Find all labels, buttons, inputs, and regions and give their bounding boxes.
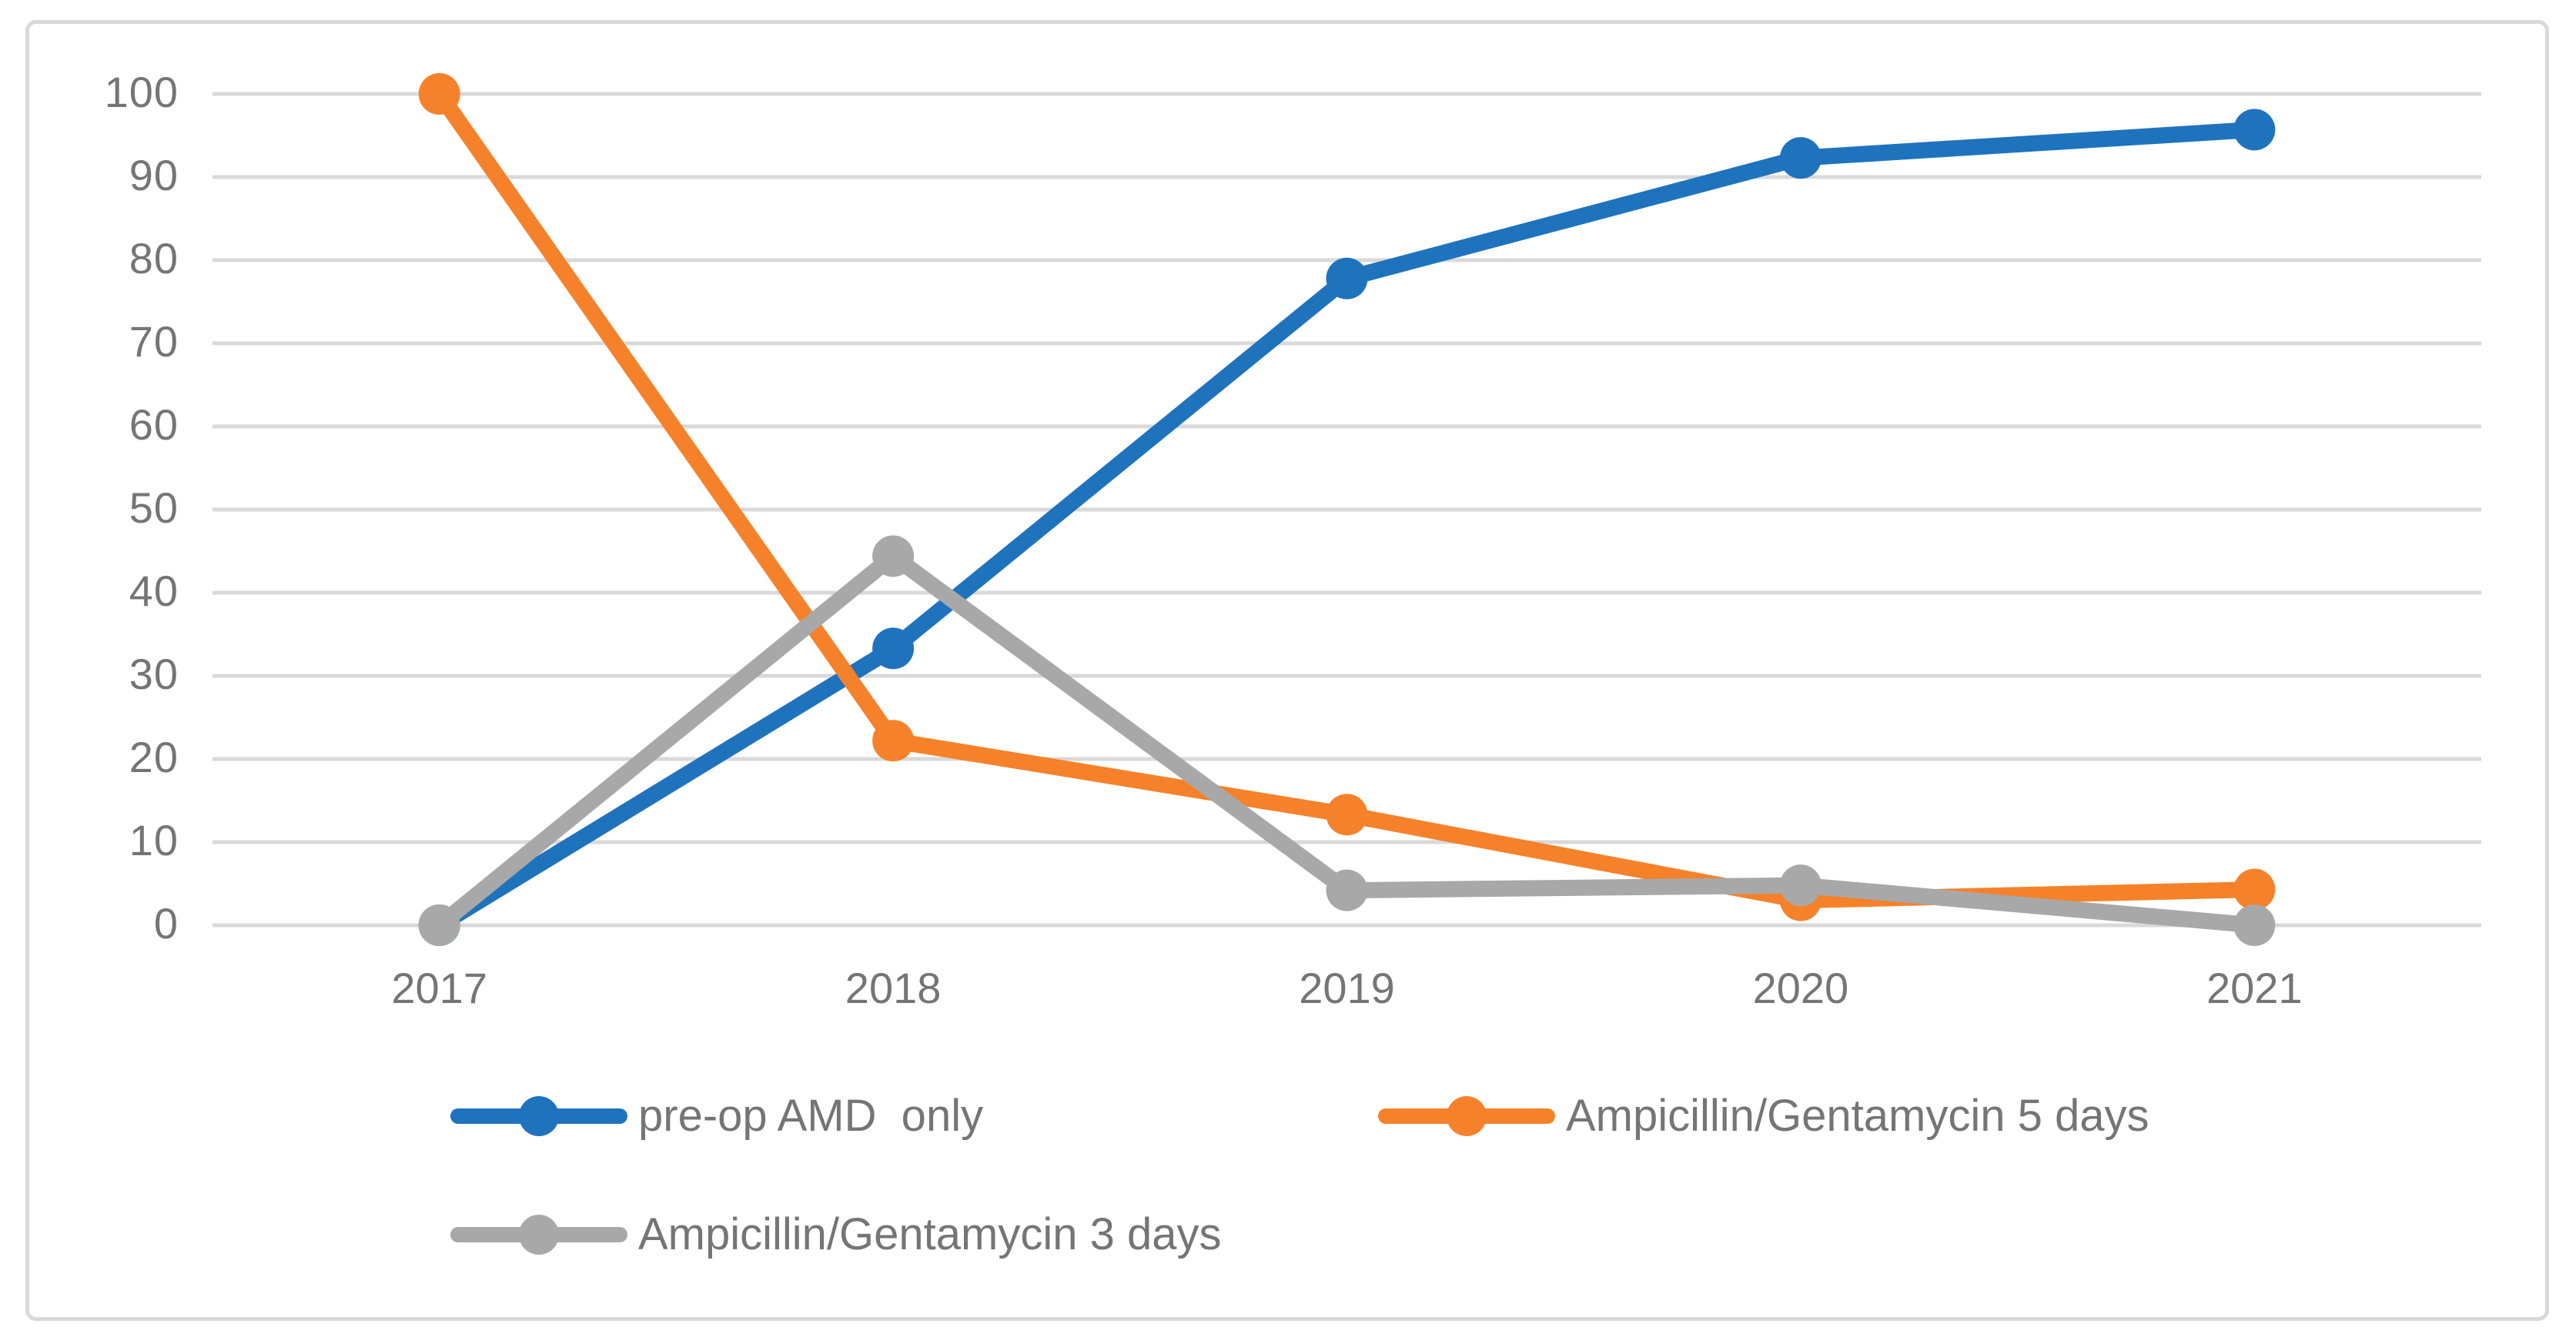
y-axis-tick-20: 20 [129, 733, 179, 781]
y-axis-tick-90: 90 [129, 151, 179, 199]
y-axis-tick-60: 60 [129, 400, 179, 449]
x-axis-tick-2020: 2020 [1752, 964, 1849, 1012]
legend-marker-orange-line-dot-icon [1378, 1093, 1555, 1139]
legend-item-preop-amd-only: pre-op AMD only [450, 1092, 983, 1141]
x-axis-tick-2021: 2021 [2206, 964, 2303, 1012]
y-axis-tick-70: 70 [129, 317, 179, 366]
legend-item-ampicillin-gentamycin-5-days: Ampicillin/Gentamycin 5 days [1378, 1092, 2149, 1141]
legend-marker-blue-line-dot-icon [450, 1093, 627, 1139]
x-axis-tick-2019: 2019 [1299, 964, 1395, 1012]
y-axis-tick-80: 80 [129, 234, 179, 283]
y-axis-tick-50: 50 [129, 483, 179, 532]
legend-label: pre-op AMD only [638, 1091, 984, 1141]
legend-label: Ampicillin/Gentamycin 5 days [1566, 1091, 2149, 1141]
legend-item-ampicillin-gentamycin-3-days: Ampicillin/Gentamycin 3 days [450, 1210, 1222, 1259]
y-axis-tick-100: 100 [104, 68, 179, 116]
y-axis-tick-30: 30 [129, 650, 179, 698]
y-axis-tick-0: 0 [153, 899, 179, 948]
y-axis-tick-40: 40 [129, 567, 179, 615]
legend-label: Ampicillin/Gentamycin 3 days [638, 1209, 1222, 1259]
x-axis-tick-2018: 2018 [845, 964, 942, 1012]
y-axis-tick-10: 10 [129, 816, 179, 864]
x-axis-tick-2017: 2017 [391, 964, 487, 1012]
legend-marker-gray-line-dot-icon [450, 1212, 627, 1258]
figure-border [25, 20, 2549, 1321]
